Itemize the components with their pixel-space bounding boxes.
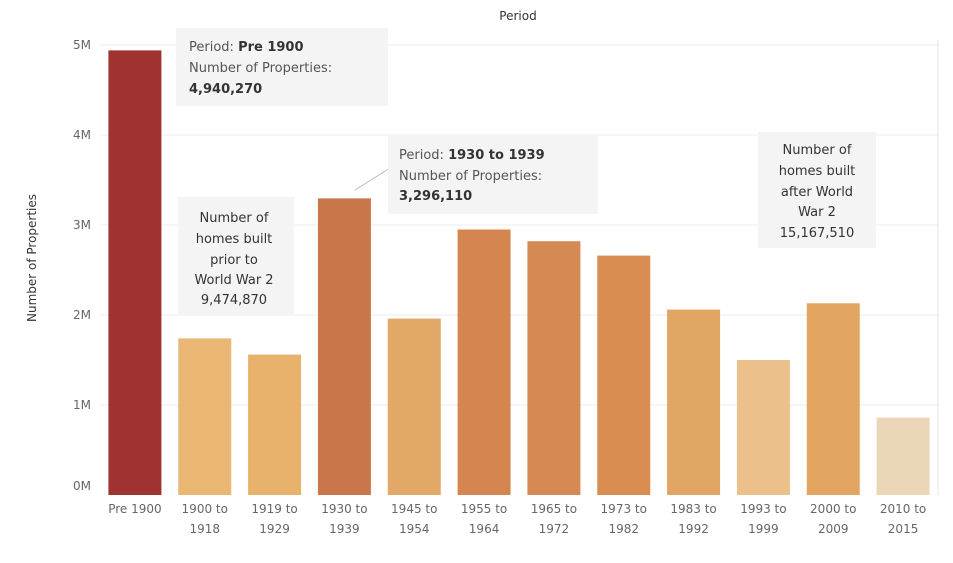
y-axis-title: Number of Properties xyxy=(25,194,39,322)
bar[interactable] xyxy=(806,303,860,495)
tooltip-1930-1939: Period: 1930 to 1939 Number of Propertie… xyxy=(354,136,598,214)
tooltip-period-value: 1930 to 1939 xyxy=(448,148,545,163)
annotation-postwar-total: Number of homes built after World War 2 … xyxy=(758,132,876,248)
annotation-box xyxy=(178,197,294,315)
x-tick-label: 1919 to xyxy=(251,502,297,516)
tooltip-period-label: Period: xyxy=(399,148,448,163)
x-tick-label: 1954 xyxy=(399,522,430,536)
annotation-line: Number of xyxy=(200,211,269,226)
x-tick-label: 1972 xyxy=(539,522,570,536)
x-tick-label: 1999 xyxy=(748,522,779,536)
x-tick-label: Pre 1900 xyxy=(108,502,161,516)
x-tick-label: 1965 to xyxy=(531,502,577,516)
x-tick-label: 1939 xyxy=(329,522,360,536)
bar[interactable] xyxy=(387,318,441,495)
svg-text:Period: 1930 to 1939: Period: 1930 to 1939 xyxy=(399,148,545,163)
x-tick-label: 1929 xyxy=(259,522,290,536)
x-tick-label: 1993 to xyxy=(740,502,786,516)
x-tick-label: 1900 to xyxy=(182,502,228,516)
x-tick-label: 1982 xyxy=(608,522,639,536)
annotation-line: after World xyxy=(781,185,853,200)
tooltip-pointer-line xyxy=(354,167,391,191)
bar[interactable] xyxy=(736,360,790,495)
annotation-line: War 2 xyxy=(798,205,836,220)
bar[interactable] xyxy=(667,309,721,495)
x-tick-label: 1918 xyxy=(189,522,220,536)
annotation-value: 15,167,510 xyxy=(780,226,854,241)
x-tick-label: 2015 xyxy=(888,522,919,536)
bar[interactable] xyxy=(248,354,302,495)
bar[interactable] xyxy=(317,198,371,495)
tooltip-box xyxy=(388,136,598,214)
tooltip-count-label: Number of Properties: xyxy=(189,61,332,76)
tooltip-count-value: 4,940,270 xyxy=(189,82,262,97)
annotation-line: prior to xyxy=(210,253,258,268)
chart-title: Period xyxy=(499,9,536,23)
bar[interactable] xyxy=(457,229,511,496)
bar[interactable] xyxy=(876,417,930,495)
tooltip-pre-1900: Period: Pre 1900 Number of Properties: 4… xyxy=(176,28,388,106)
x-tick-label: 2009 xyxy=(818,522,849,536)
y-tick-label: 1M xyxy=(73,398,91,412)
tooltip-period-label: Period: xyxy=(189,40,238,55)
x-tick-label: 1973 to xyxy=(601,502,647,516)
x-tick-label: 1930 to xyxy=(321,502,367,516)
y-tick-label: 2M xyxy=(73,308,91,322)
y-axis: 0M 1M 2M 3M 4M 5M xyxy=(73,38,91,493)
y-tick-label: 5M xyxy=(73,38,91,52)
x-tick-label: 2010 to xyxy=(880,502,926,516)
annotation-prewar-total: Number of homes built prior to World War… xyxy=(178,197,294,315)
x-tick-label: 1964 xyxy=(469,522,500,536)
x-tick-label: 2000 to xyxy=(810,502,856,516)
x-tick-label: 1983 to xyxy=(670,502,716,516)
y-tick-label: 3M xyxy=(73,218,91,232)
annotation-line: Number of xyxy=(783,143,852,158)
svg-text:Period: Pre 1900: Period: Pre 1900 xyxy=(189,40,304,55)
annotation-line: homes built xyxy=(779,164,856,179)
y-tick-label: 4M xyxy=(73,128,91,142)
tooltip-period-value: Pre 1900 xyxy=(238,40,303,55)
bar[interactable] xyxy=(597,255,651,495)
annotation-box xyxy=(758,132,876,248)
annotation-value: 9,474,870 xyxy=(201,293,267,308)
bar[interactable] xyxy=(108,50,162,495)
x-tick-label: 1955 to xyxy=(461,502,507,516)
x-tick-label: 1992 xyxy=(678,522,709,536)
annotation-line: World War 2 xyxy=(194,273,273,288)
bar[interactable] xyxy=(178,338,232,495)
tooltip-box xyxy=(176,28,388,106)
x-axis: Pre 1900 1900 to 1918 1919 to 1929 1930 to 193… xyxy=(108,502,926,536)
tooltip-count-value: 3,296,110 xyxy=(399,189,472,204)
tooltip-count-label: Number of Properties: xyxy=(399,169,542,184)
annotation-line: homes built xyxy=(196,232,273,247)
bars xyxy=(108,50,930,496)
bar[interactable] xyxy=(527,241,581,495)
y-tick-label: 0M xyxy=(73,479,91,493)
x-tick-label: 1945 to xyxy=(391,502,437,516)
